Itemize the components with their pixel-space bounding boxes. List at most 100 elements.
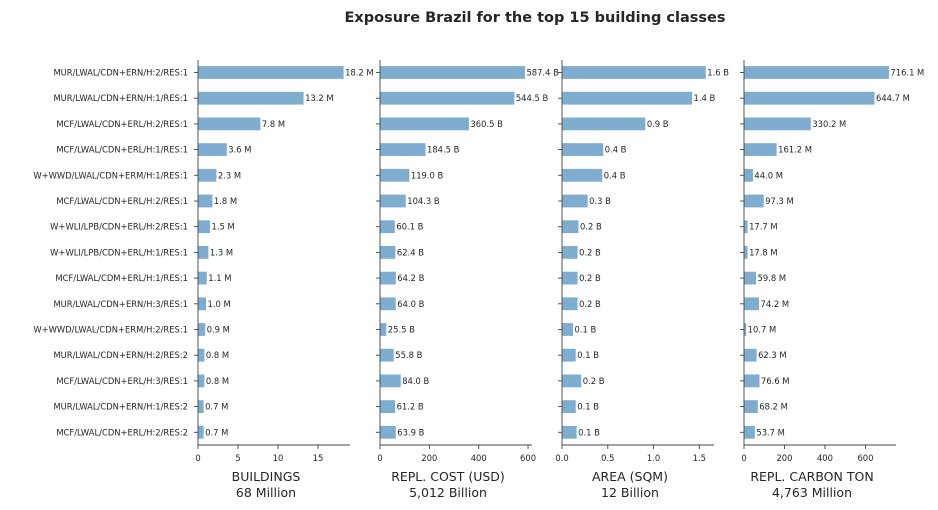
x-tick-label: 15 bbox=[313, 453, 324, 463]
bar bbox=[380, 374, 401, 388]
bar-value-label: 0.1 B bbox=[577, 350, 599, 360]
bar-value-label: 360.5 B bbox=[470, 119, 503, 129]
bar bbox=[380, 425, 396, 439]
bar bbox=[562, 271, 578, 285]
x-tick-label: 0.0 bbox=[555, 453, 568, 463]
category-label: MCF/LWAL/CDN+ERL/H:2/RES:1 bbox=[56, 196, 188, 206]
x-tick-label: 200 bbox=[421, 453, 437, 463]
bar bbox=[198, 348, 205, 362]
x-tick-label: 600 bbox=[857, 453, 873, 463]
bar bbox=[198, 91, 304, 105]
bar bbox=[744, 91, 875, 105]
bar bbox=[744, 323, 747, 336]
panel-1: 18.2 M 13.2 M 7.8 M 3.6 M 2.3 M 1.8 M 1.5 M 1.3… bbox=[194, 60, 374, 500]
bar-value-label: 0.2 B bbox=[579, 247, 601, 257]
bar bbox=[198, 246, 209, 259]
bar bbox=[744, 348, 757, 362]
bar bbox=[562, 66, 706, 79]
category-label: MCF/LWAL/CDN+ERL/H:2/RES:2 bbox=[56, 427, 188, 437]
bar-value-label: 1.5 M bbox=[212, 222, 235, 232]
bar-value-label: 1.6 B bbox=[707, 68, 729, 78]
bar-value-label: 0.2 B bbox=[580, 222, 602, 232]
bar bbox=[744, 297, 760, 311]
category-label: W+WLI/LPB/CDN+ERL/H:1/RES:1 bbox=[50, 247, 188, 257]
bar-value-label: 0.8 M bbox=[206, 350, 229, 360]
bar-value-label: 44.0 M bbox=[754, 170, 783, 180]
bar-value-label: 330.2 M bbox=[812, 119, 846, 129]
category-label: MUR/LWAL/CDN+ERN/H:1/RES:2 bbox=[53, 402, 188, 412]
x-axis-label: REPL. COST (USD) bbox=[391, 469, 505, 484]
category-label: MCF/LWAL/CDN+ERL/H:1/RES:1 bbox=[56, 145, 188, 155]
bar-value-label: 1.3 M bbox=[210, 247, 233, 257]
category-label: MUR/LWAL/CDN+ERN/H:2/RES:1 bbox=[53, 68, 188, 78]
bar bbox=[744, 246, 748, 259]
bar bbox=[562, 194, 588, 208]
bar-value-label: 17.8 M bbox=[749, 247, 778, 257]
bar bbox=[198, 143, 227, 156]
bar bbox=[744, 168, 753, 182]
bar-value-label: 0.8 M bbox=[206, 376, 229, 386]
bar-value-label: 0.2 B bbox=[579, 273, 601, 283]
bar bbox=[380, 91, 515, 105]
bar bbox=[198, 220, 210, 234]
bar-value-label: 62.4 B bbox=[397, 247, 424, 257]
category-label: W+WWD/LWAL/CDN+ERM/H:2/RES:1 bbox=[33, 325, 188, 335]
bar bbox=[744, 400, 758, 413]
bar-value-label: 716.1 M bbox=[890, 68, 924, 78]
category-labels: MUR/LWAL/CDN+ERN/H:2/RES:1 MUR/LWAL/CDN+E… bbox=[33, 68, 188, 438]
x-tick-label: 0 bbox=[741, 453, 746, 463]
bar bbox=[380, 194, 406, 208]
bar bbox=[744, 271, 757, 285]
bar-value-label: 25.5 B bbox=[388, 325, 415, 335]
bar-value-label: 2.3 M bbox=[218, 170, 241, 180]
bar-value-label: 1.1 M bbox=[208, 273, 231, 283]
bar-value-label: 104.3 B bbox=[407, 196, 440, 206]
bar-value-label: 0.4 B bbox=[605, 145, 627, 155]
bar bbox=[198, 117, 261, 131]
x-tick-label: 0 bbox=[377, 453, 382, 463]
x-tick-label: 400 bbox=[471, 453, 487, 463]
bar-value-label: 7.8 M bbox=[262, 119, 285, 129]
bar-value-label: 74.2 M bbox=[761, 299, 790, 309]
bar bbox=[744, 143, 777, 156]
bar-value-label: 61.2 B bbox=[397, 402, 424, 412]
x-axis-label: REPL. CARBON TON bbox=[750, 469, 873, 484]
bar bbox=[198, 374, 205, 388]
panel-4: 716.1 M 644.7 M 330.2 M 161.2 M 44.0 M 97.3 M… bbox=[740, 60, 924, 500]
bar-value-label: 0.2 B bbox=[583, 376, 605, 386]
bar-value-label: 184.5 B bbox=[427, 145, 460, 155]
bar bbox=[380, 400, 396, 413]
bar-value-label: 644.7 M bbox=[876, 93, 910, 103]
bar bbox=[198, 168, 217, 182]
x-tick-label: 200 bbox=[776, 453, 792, 463]
bar-value-label: 17.7 M bbox=[749, 222, 778, 232]
bar-value-label: 0.7 M bbox=[205, 427, 228, 437]
bar-value-label: 1.4 B bbox=[694, 93, 716, 103]
x-tick-label: 600 bbox=[520, 453, 536, 463]
category-label: W+WLI/LPB/CDN+ERL/H:2/RES:1 bbox=[50, 222, 188, 232]
bar-value-label: 59.8 M bbox=[758, 273, 787, 283]
bar bbox=[744, 425, 755, 439]
bar bbox=[562, 246, 578, 259]
panel-2: 587.4 B 544.5 B 360.5 B 184.5 B 119.0 B 104.3… bbox=[376, 60, 559, 500]
bar-value-label: 1.8 M bbox=[214, 196, 237, 206]
bar bbox=[198, 194, 213, 208]
bar bbox=[198, 297, 206, 311]
bar-value-label: 13.2 M bbox=[305, 93, 334, 103]
category-label: MCF/LWAL/CDN+ERL/H:3/RES:1 bbox=[56, 376, 188, 386]
bar bbox=[380, 297, 396, 311]
bar-value-label: 60.1 B bbox=[396, 222, 423, 232]
bar-value-label: 0.7 M bbox=[205, 402, 228, 412]
bar bbox=[744, 66, 889, 79]
bar bbox=[198, 271, 207, 285]
bar-value-label: 3.6 M bbox=[228, 145, 251, 155]
bar bbox=[562, 168, 603, 182]
x-axis-total: 12 Billion bbox=[601, 485, 659, 500]
x-tick-label: 0 bbox=[195, 453, 200, 463]
chart-panels: 18.2 M 13.2 M 7.8 M 3.6 M 2.3 M 1.8 M 1.5 M 1.3… bbox=[194, 60, 924, 500]
bar-value-label: 0.3 B bbox=[589, 196, 611, 206]
category-label: MCF/LWAL/CDM+ERL/H:1/RES:1 bbox=[55, 273, 188, 283]
bar-value-label: 119.0 B bbox=[411, 170, 444, 180]
bar bbox=[198, 425, 204, 439]
